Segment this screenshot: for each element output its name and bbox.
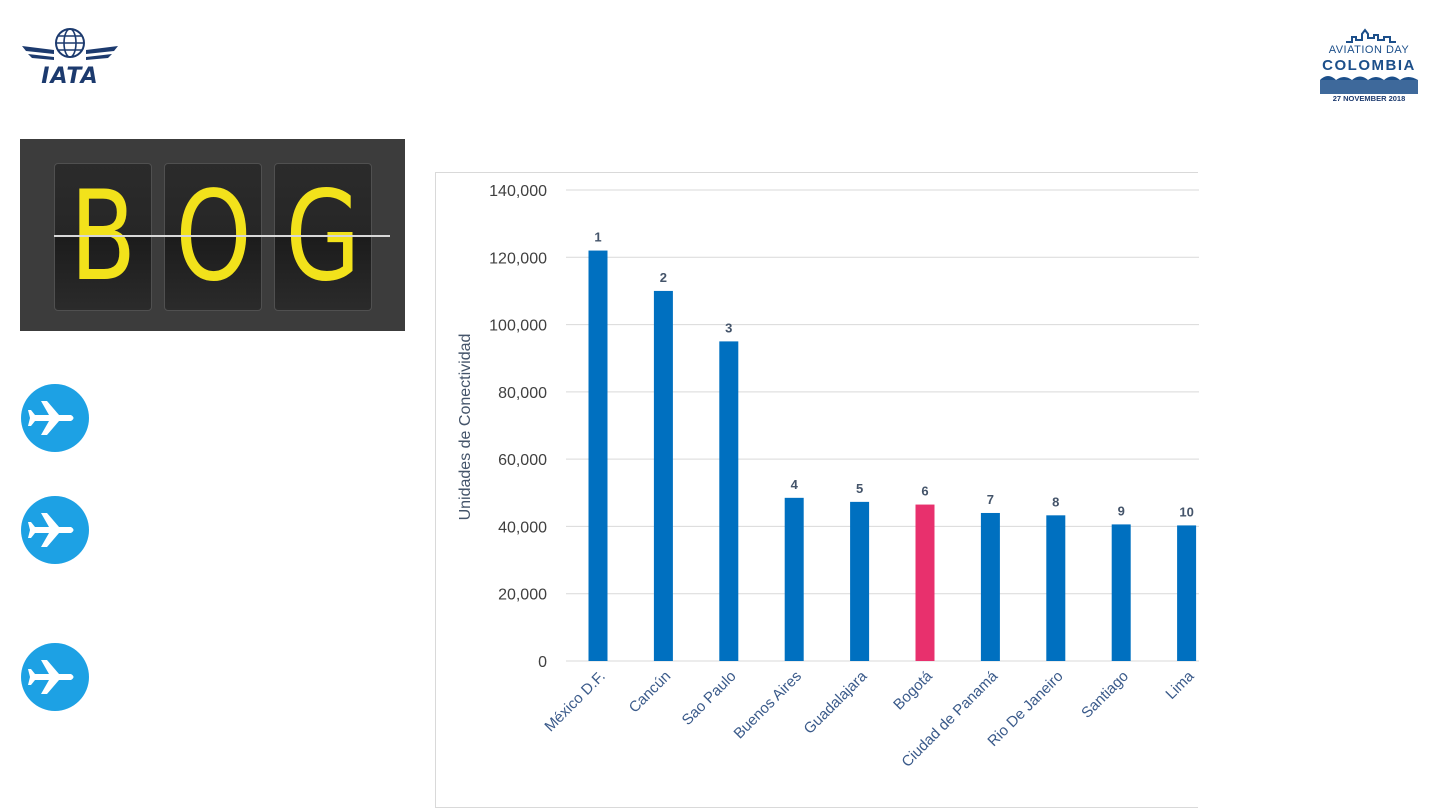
bar-rank-label: 10 [1179,504,1193,519]
flap-divider-line [54,235,390,237]
bar-chart-svg: 0 20,000 40,000 60,000 80,000 100,000 120,000 1… [457,183,1199,771]
airplane-icon [21,496,89,564]
y-tick-label: 80,000 [498,385,547,402]
aviation-day-text: AVIATION DAY [1328,44,1410,56]
bar-rank-label: 9 [1118,503,1125,518]
bar-9 [1111,524,1131,661]
x-tick-label: Santiago [1078,668,1132,722]
x-tick-label: Bogotá [890,667,936,713]
y-axis-label: Unidades de Conectividad [457,334,474,521]
y-tick-label: 0 [538,654,547,671]
bog-flap-board: B O G [20,139,405,331]
x-tick-label: Cancún [626,668,675,717]
x-tick-label: Buenos Aires [731,668,806,743]
bar-8 [1046,515,1066,661]
bar-5 [850,501,870,661]
airplane-icon [21,384,89,452]
aviation-day-logo [1320,28,1418,94]
bar-3 [719,341,739,661]
y-tick-label: 120,000 [489,250,547,267]
bar-7 [980,512,1000,661]
iata-logo [22,28,118,60]
flap-tile: G [274,163,372,311]
bar-10 [1177,525,1197,661]
x-tick-label: Sao Paulo [679,668,740,729]
x-tick-label: México D.F. [541,668,608,735]
bar-rank-label: 2 [660,270,667,285]
flap-tile: O [164,163,262,311]
y-tick-label: 20,000 [498,587,547,604]
flap-letter: G [285,165,361,309]
bar-6 [915,504,935,661]
bar-rank-label: 6 [921,484,928,499]
y-tick-label: 140,000 [489,183,547,200]
bar-rank-label: 7 [987,492,994,507]
flap-letter: B [69,165,137,309]
y-tick-label: 40,000 [498,519,547,536]
bar-2 [653,290,673,661]
y-tick-label: 100,000 [489,318,547,335]
flap-tile: B [54,163,152,311]
airplane-icon [21,643,89,711]
flap-letter: O [175,165,252,309]
iata-wordmark: IATA [41,64,99,89]
bar-1 [588,250,608,662]
bar-rank-label: 5 [856,481,863,496]
x-tick-label: Lima [1162,667,1197,702]
bar-rank-label: 1 [594,230,601,245]
connectivity-chart: 0 20,000 40,000 60,000 80,000 100,000 120,000 1… [435,172,1199,808]
y-tick-label: 60,000 [498,452,547,469]
bar-rank-label: 8 [1052,494,1059,509]
colombia-text: COLOMBIA [1322,57,1416,74]
x-tick-label: Guadalajara [801,667,871,737]
bar-rank-label: 3 [725,320,732,335]
bar-4 [784,497,804,661]
event-date-text: 27 NOVEMBER 2018 [1332,94,1406,103]
bar-rank-label: 4 [791,477,799,492]
